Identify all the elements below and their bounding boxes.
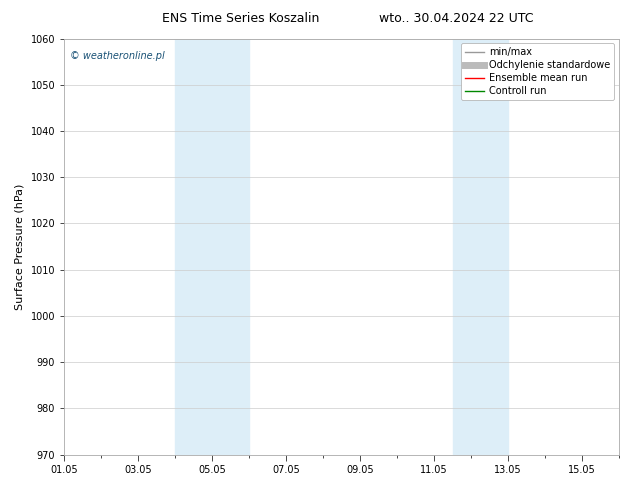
Y-axis label: Surface Pressure (hPa): Surface Pressure (hPa) (15, 183, 25, 310)
Bar (453, 39, 508, 455)
Text: wto.. 30.04.2024 22 UTC: wto.. 30.04.2024 22 UTC (379, 12, 534, 25)
Text: ENS Time Series Koszalin: ENS Time Series Koszalin (162, 12, 320, 25)
Legend: min/max, Odchylenie standardowe, Ensemble mean run, Controll run: min/max, Odchylenie standardowe, Ensembl… (461, 44, 614, 100)
Text: © weatheronline.pl: © weatheronline.pl (70, 51, 164, 61)
Bar (175, 39, 249, 455)
